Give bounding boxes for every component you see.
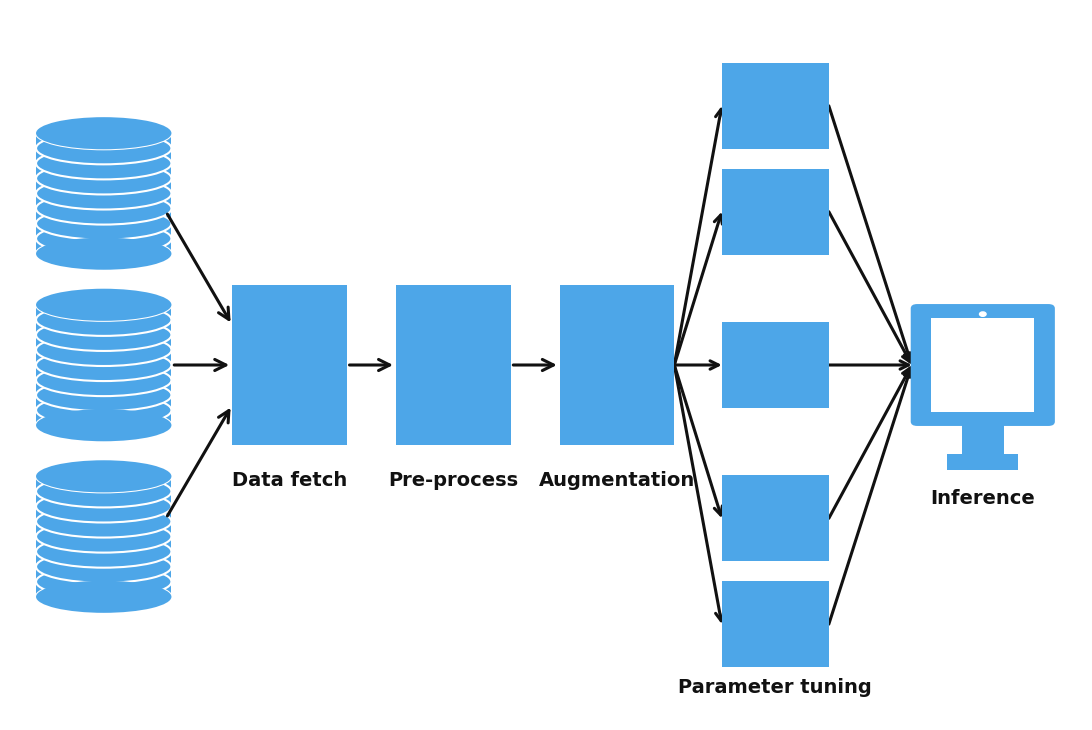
Ellipse shape [36, 550, 171, 583]
Ellipse shape [36, 132, 171, 164]
Ellipse shape [36, 364, 171, 396]
Bar [36, 133, 171, 254]
Ellipse shape [36, 581, 171, 613]
FancyBboxPatch shape [722, 581, 829, 667]
Bar [36, 305, 171, 425]
FancyBboxPatch shape [911, 304, 1055, 426]
Ellipse shape [36, 536, 171, 568]
Ellipse shape [36, 581, 171, 613]
FancyBboxPatch shape [962, 421, 1004, 454]
Ellipse shape [36, 162, 171, 194]
Ellipse shape [36, 409, 171, 441]
Text: Augmentation: Augmentation [538, 471, 696, 490]
Ellipse shape [36, 505, 171, 537]
Ellipse shape [36, 304, 171, 336]
Ellipse shape [36, 118, 171, 149]
Ellipse shape [36, 394, 171, 426]
FancyBboxPatch shape [722, 322, 829, 408]
Ellipse shape [36, 491, 171, 523]
Ellipse shape [36, 223, 171, 255]
Ellipse shape [36, 379, 171, 411]
FancyBboxPatch shape [722, 475, 829, 561]
Ellipse shape [36, 118, 171, 149]
Ellipse shape [36, 409, 171, 441]
Ellipse shape [36, 177, 171, 210]
FancyBboxPatch shape [395, 285, 510, 445]
Ellipse shape [36, 475, 171, 507]
FancyBboxPatch shape [233, 285, 347, 445]
Text: Parameter tuning: Parameter tuning [678, 678, 873, 697]
Ellipse shape [36, 193, 171, 225]
FancyBboxPatch shape [948, 454, 1019, 471]
Ellipse shape [36, 461, 171, 492]
FancyBboxPatch shape [722, 169, 829, 255]
Ellipse shape [36, 520, 171, 553]
Ellipse shape [36, 334, 171, 366]
Ellipse shape [36, 238, 171, 270]
Circle shape [980, 312, 986, 316]
Ellipse shape [36, 238, 171, 270]
Text: Pre-process: Pre-process [388, 471, 519, 490]
FancyBboxPatch shape [931, 318, 1034, 412]
Bar [36, 476, 171, 597]
Ellipse shape [36, 566, 171, 598]
Text: Data fetch: Data fetch [232, 471, 347, 490]
Ellipse shape [36, 288, 171, 321]
FancyBboxPatch shape [559, 285, 674, 445]
Ellipse shape [36, 461, 171, 492]
Ellipse shape [36, 288, 171, 321]
Ellipse shape [36, 147, 171, 180]
Ellipse shape [36, 207, 171, 239]
FancyBboxPatch shape [722, 63, 829, 149]
Ellipse shape [36, 319, 171, 351]
Ellipse shape [36, 349, 171, 381]
Text: Inference: Inference [930, 489, 1035, 508]
